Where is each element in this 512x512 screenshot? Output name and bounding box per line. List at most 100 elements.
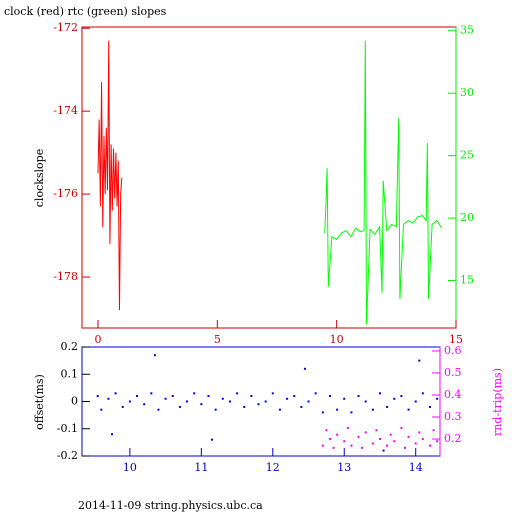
data-point xyxy=(357,395,360,398)
y-tick-label: 0.1 xyxy=(61,367,79,380)
data-point xyxy=(221,397,224,400)
data-point xyxy=(271,392,274,395)
y-tick-label: 0.2 xyxy=(61,340,79,353)
y2-tick-label: 0.2 xyxy=(444,432,462,445)
data-point xyxy=(332,446,335,449)
chart-title: clock (red) rtc (green) slopes xyxy=(4,5,167,18)
y2-tick-label: 35 xyxy=(460,24,474,37)
y2-tick-label: 0.4 xyxy=(444,388,462,401)
data-line xyxy=(97,40,123,311)
y-tick-label: -176 xyxy=(53,187,78,200)
data-point xyxy=(107,397,110,400)
data-point xyxy=(325,429,328,432)
data-point xyxy=(286,397,289,400)
data-point xyxy=(250,395,253,398)
data-point xyxy=(257,403,260,406)
y2-tick-label: 15 xyxy=(460,274,474,287)
data-point xyxy=(336,433,339,436)
data-point xyxy=(393,440,396,443)
data-point xyxy=(100,408,103,411)
data-point xyxy=(200,403,203,406)
data-point xyxy=(436,440,439,443)
data-point xyxy=(164,397,167,400)
data-point xyxy=(421,392,424,395)
x-tick-label: 14 xyxy=(409,461,423,474)
data-point xyxy=(364,400,367,403)
data-point xyxy=(96,395,99,398)
y-tick-label: -174 xyxy=(53,104,78,117)
data-point xyxy=(350,411,353,414)
data-point xyxy=(336,408,339,411)
data-point xyxy=(428,444,431,447)
data-point xyxy=(403,446,406,449)
data-point xyxy=(143,403,146,406)
data-point xyxy=(428,405,431,408)
data-point xyxy=(136,395,139,398)
data-point xyxy=(414,400,417,403)
y-tick-label: -0.2 xyxy=(57,449,78,462)
x-tick-label: 10 xyxy=(330,333,344,346)
data-point xyxy=(243,405,246,408)
data-point xyxy=(350,444,353,447)
data-point xyxy=(432,429,435,432)
data-line xyxy=(324,40,443,325)
data-point xyxy=(418,359,421,362)
data-point xyxy=(400,395,403,398)
footer: 2014-11-09 string.physics.ubc.ca xyxy=(78,499,263,512)
data-point xyxy=(186,400,189,403)
data-point xyxy=(418,431,421,434)
x-tick-label: 12 xyxy=(266,461,280,474)
data-point xyxy=(364,431,367,434)
data-point xyxy=(278,408,281,411)
y2-tick-label: 0.3 xyxy=(444,410,462,423)
data-point xyxy=(171,395,174,398)
data-point xyxy=(300,405,303,408)
data-point xyxy=(193,392,196,395)
data-point xyxy=(357,435,360,438)
data-point xyxy=(378,392,381,395)
data-point xyxy=(386,405,389,408)
data-point xyxy=(228,400,231,403)
data-point xyxy=(400,427,403,430)
data-point xyxy=(307,400,310,403)
data-point xyxy=(314,392,317,395)
data-point xyxy=(378,438,381,441)
y-tick-label: 0 xyxy=(71,395,78,408)
y-tick-label: -178 xyxy=(53,270,78,283)
data-point xyxy=(150,392,153,395)
data-point xyxy=(328,395,331,398)
data-point xyxy=(436,397,439,400)
data-point xyxy=(111,433,114,436)
data-point xyxy=(393,397,396,400)
data-point xyxy=(321,444,324,447)
y2-tick-label: 25 xyxy=(460,149,474,162)
x-tick-label: 15 xyxy=(449,333,463,346)
data-point xyxy=(328,438,331,441)
data-point xyxy=(375,429,378,432)
data-point xyxy=(157,408,160,411)
x-tick-label: 11 xyxy=(194,461,208,474)
data-point xyxy=(211,438,214,441)
x-tick-label: 13 xyxy=(337,461,351,474)
data-point xyxy=(343,440,346,443)
y2-tick-label: 0.6 xyxy=(444,344,462,357)
data-point xyxy=(421,438,424,441)
data-point xyxy=(128,400,131,403)
data-point xyxy=(114,392,117,395)
x-tick-label: 0 xyxy=(94,333,101,346)
data-point xyxy=(303,367,306,370)
data-point xyxy=(414,442,417,445)
data-point xyxy=(386,444,389,447)
data-point xyxy=(371,408,374,411)
data-point xyxy=(178,405,181,408)
data-point xyxy=(407,435,410,438)
x-tick-label: 10 xyxy=(123,461,137,474)
y2-tick-label: 0.5 xyxy=(444,366,462,379)
y-tick-label: -0.1 xyxy=(57,422,78,435)
y-axis-label: offset(ms) xyxy=(33,374,46,430)
data-point xyxy=(321,411,324,414)
data-point xyxy=(346,427,349,430)
data-point xyxy=(407,408,410,411)
plot-frame xyxy=(81,346,441,457)
